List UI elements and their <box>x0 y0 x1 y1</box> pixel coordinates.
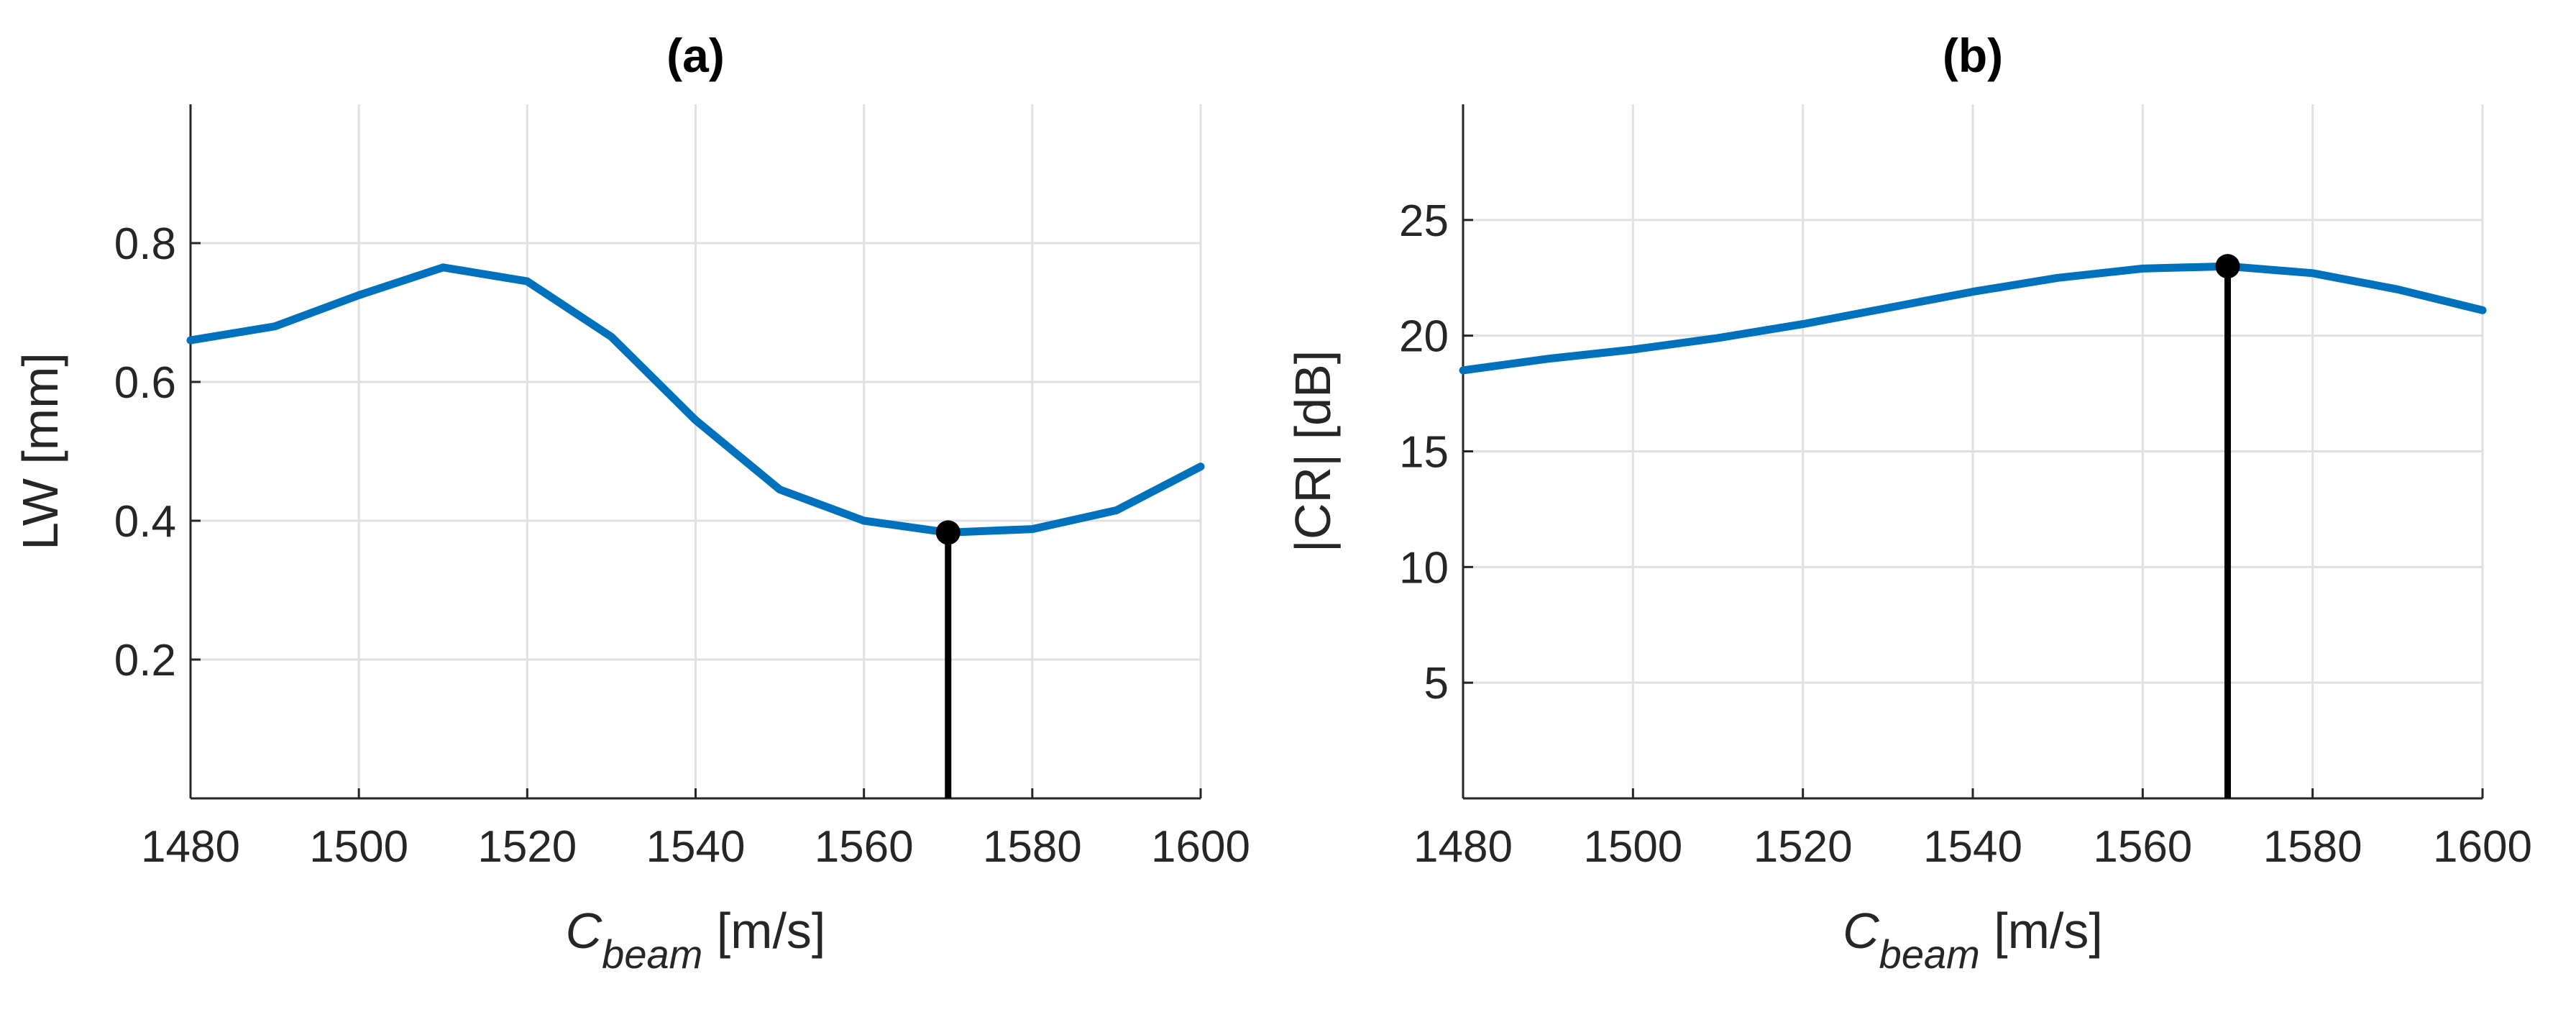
y-tick-label: 10 <box>1399 543 1449 593</box>
x-tick-label: 1600 <box>2433 822 2532 872</box>
x-tick-label: 1520 <box>477 822 577 872</box>
x-tick-label: 1580 <box>983 822 1082 872</box>
x-tick-label: 1540 <box>646 822 746 872</box>
y-tick-label: 0.2 <box>114 636 176 685</box>
panel-b: 1480 1500 1520 1540 1560 1580 1600510152025(b)… <box>1285 29 2532 977</box>
y-tick-label: 20 <box>1399 312 1449 362</box>
x-tick-label: 1500 <box>309 822 408 872</box>
y-tick-label: 0.6 <box>114 358 176 408</box>
y-tick-label: 15 <box>1399 428 1449 478</box>
x-tick-label: 1580 <box>2263 822 2362 872</box>
x-axis-label: Cbeam [m/s] <box>1843 903 2103 977</box>
x-tick-label: 1480 <box>1413 822 1513 872</box>
series-line <box>186 263 1205 537</box>
x-tick-label: 1600 <box>1151 822 1250 872</box>
y-tick-label: 25 <box>1399 196 1449 246</box>
y-tick-label: 0.8 <box>114 219 176 269</box>
x-axis-label: Cbeam [m/s] <box>566 903 826 977</box>
x-tick-label: 1500 <box>1583 822 1682 872</box>
x-tick-label: 1480 <box>141 822 240 872</box>
y-axis-label: |CR| [dB] <box>1285 350 1341 552</box>
panel-title: (b) <box>1943 29 2003 82</box>
panel-a: 1480 1500 1520 1540 1560 1580 1600 0.2 0.4 0.6 0.8… <box>12 29 1250 977</box>
optimum-marker <box>2215 254 2240 279</box>
y-tick-label: 0.4 <box>114 497 176 547</box>
x-tick-label: 1560 <box>2093 822 2192 872</box>
x-tick-label: 1540 <box>1923 822 2022 872</box>
x-tick-label: 1520 <box>1754 822 1853 872</box>
optimum-marker <box>935 520 961 545</box>
y-tick-label: 5 <box>1424 659 1449 708</box>
y-axis-label: LW [mm] <box>12 352 68 550</box>
series-line <box>1459 262 2487 375</box>
x-tick-label: 1560 <box>815 822 914 872</box>
panel-title: (a) <box>666 29 725 82</box>
